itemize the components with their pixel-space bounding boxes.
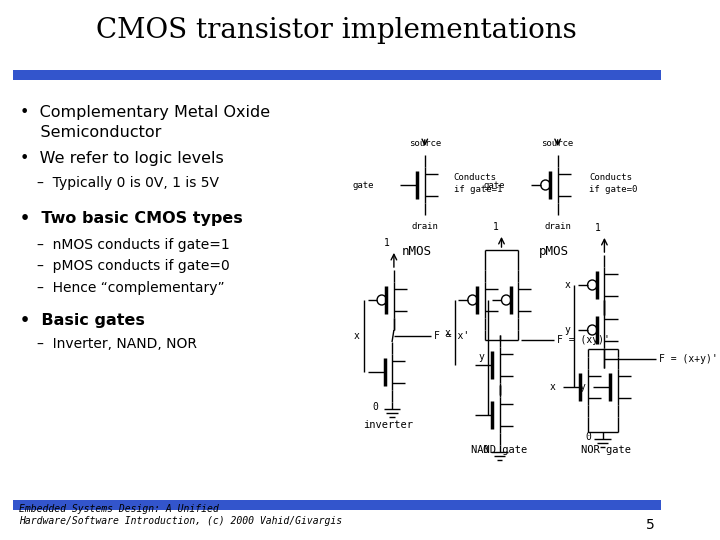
Text: pMOS: pMOS xyxy=(539,245,569,258)
Text: 1: 1 xyxy=(595,223,600,233)
Text: NAND gate: NAND gate xyxy=(472,445,528,455)
Text: 1: 1 xyxy=(384,238,390,248)
Text: y: y xyxy=(565,325,571,335)
Text: Embedded Systems Design: A Unified
Hardware/Software Introduction, (c) 2000 Vahi: Embedded Systems Design: A Unified Hardw… xyxy=(19,504,342,526)
Text: F = (x+y)': F = (x+y)' xyxy=(659,354,717,363)
Text: –  Typically 0 is 0V, 1 is 5V: – Typically 0 is 0V, 1 is 5V xyxy=(37,176,219,190)
Text: –  nMOS conducts if gate=1: – nMOS conducts if gate=1 xyxy=(37,238,230,252)
Text: source: source xyxy=(409,139,441,148)
Text: 5: 5 xyxy=(646,518,655,532)
Text: gate: gate xyxy=(353,180,374,190)
Bar xyxy=(13,70,660,80)
Text: drain: drain xyxy=(411,222,438,231)
Text: source: source xyxy=(541,139,574,148)
Text: x: x xyxy=(354,331,359,341)
Text: •  Two basic CMOS types: • Two basic CMOS types xyxy=(20,211,243,226)
Bar xyxy=(13,500,660,510)
Text: x: x xyxy=(565,280,571,290)
Text: if gate=0: if gate=0 xyxy=(590,185,638,193)
Text: F = (xy)': F = (xy)' xyxy=(557,335,610,345)
Text: x: x xyxy=(550,382,556,392)
Text: gate: gate xyxy=(484,180,505,190)
Text: if gate=1: if gate=1 xyxy=(454,185,502,193)
Text: –  pMOS conducts if gate=0: – pMOS conducts if gate=0 xyxy=(37,259,230,273)
Text: •  Complementary Metal Oxide
    Semiconductor: • Complementary Metal Oxide Semiconducto… xyxy=(20,105,270,140)
Text: y: y xyxy=(479,353,485,362)
Text: x: x xyxy=(445,327,451,338)
Text: –  Hence “complementary”: – Hence “complementary” xyxy=(37,281,225,295)
Text: Conducts: Conducts xyxy=(590,172,632,181)
Text: CMOS transistor implementations: CMOS transistor implementations xyxy=(96,17,577,44)
Text: •  Basic gates: • Basic gates xyxy=(20,313,145,328)
Text: 0: 0 xyxy=(585,432,591,442)
Text: F = x': F = x' xyxy=(434,331,469,341)
Text: Conducts: Conducts xyxy=(454,172,497,181)
Text: drain: drain xyxy=(544,222,571,231)
Text: inverter: inverter xyxy=(364,420,413,430)
Text: NOR gate: NOR gate xyxy=(581,445,631,455)
Text: 0: 0 xyxy=(482,445,488,455)
Text: y: y xyxy=(580,382,585,392)
Text: –  Inverter, NAND, NOR: – Inverter, NAND, NOR xyxy=(37,338,197,352)
Text: nMOS: nMOS xyxy=(401,245,431,258)
Text: 1: 1 xyxy=(493,222,499,232)
Text: 0: 0 xyxy=(372,402,378,412)
Text: •  We refer to logic levels: • We refer to logic levels xyxy=(20,151,224,166)
